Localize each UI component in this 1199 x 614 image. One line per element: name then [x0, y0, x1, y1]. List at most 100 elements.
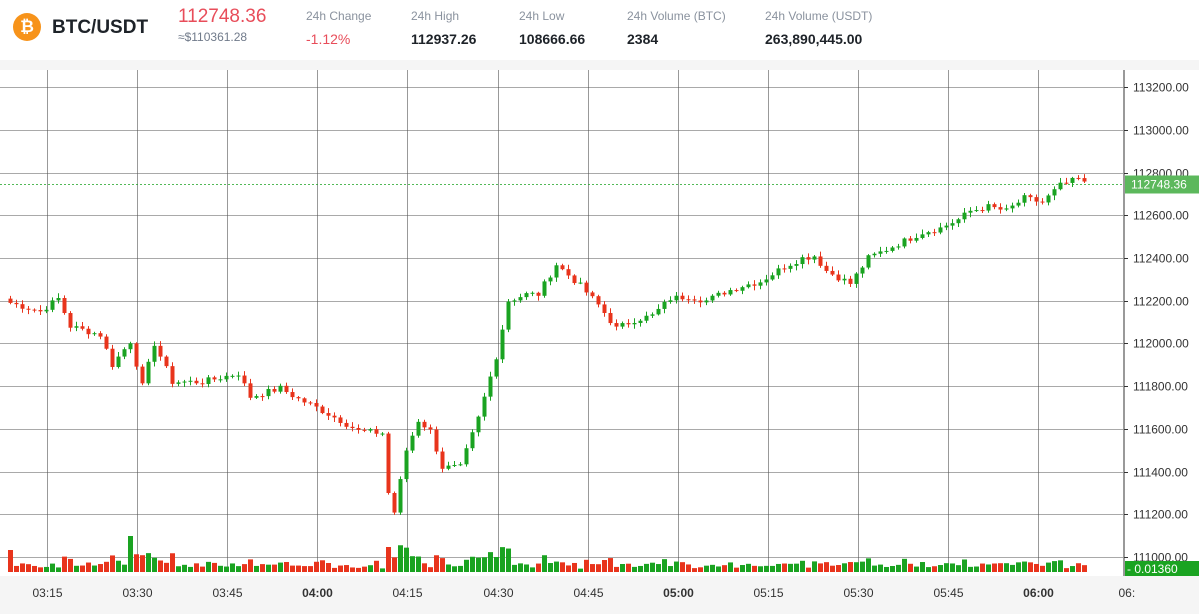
- volume-bar: [758, 566, 763, 572]
- candle-body: [338, 417, 343, 423]
- candle-body: [38, 310, 43, 312]
- candle-body: [320, 406, 325, 414]
- volume-bar: [872, 565, 877, 572]
- volume-bar: [62, 556, 67, 572]
- candles: [8, 174, 1087, 515]
- volume-bar: [656, 564, 661, 572]
- time-tick-label: 03:45: [212, 586, 242, 600]
- candle-body: [116, 356, 121, 367]
- candle-body: [80, 326, 85, 329]
- volume-bar: [806, 567, 811, 572]
- candle-body: [920, 234, 925, 238]
- candle-body: [218, 379, 223, 381]
- candle-body: [410, 435, 415, 451]
- candle-body: [230, 375, 235, 377]
- volume-bar: [908, 563, 913, 572]
- volume-bar: [224, 566, 229, 572]
- volume-bar: [914, 566, 919, 572]
- candle-body: [926, 232, 931, 235]
- stat-24h-volume-btc: 24h Volume (BTC) 2384: [627, 9, 726, 47]
- volume-bar: [962, 559, 967, 572]
- volume-bar: [680, 562, 685, 572]
- candle-body: [878, 251, 883, 254]
- header-divider: [0, 60, 1199, 70]
- candle-body: [602, 304, 607, 314]
- candle-body: [92, 333, 97, 335]
- candle-body: [452, 465, 457, 467]
- candle-body: [224, 375, 229, 380]
- candle-body: [596, 296, 601, 305]
- stat-value: 263,890,445.00: [765, 31, 863, 47]
- last-price: 112748.36: [178, 6, 267, 27]
- candle-body: [260, 396, 265, 398]
- candle-body: [500, 329, 505, 360]
- volume-bar: [386, 547, 391, 572]
- volume-bar: [692, 568, 697, 572]
- volume-bar: [104, 561, 109, 572]
- volume-bar: [206, 561, 211, 572]
- candlestick-chart[interactable]: 113200.00113000.00112800.00112600.001124…: [0, 70, 1199, 614]
- volume-bar: [128, 536, 133, 572]
- volume-bar: [812, 561, 817, 572]
- candle-body: [896, 246, 901, 248]
- volume-bar: [626, 563, 631, 572]
- volume-bar: [560, 562, 565, 572]
- candle-body: [686, 299, 691, 301]
- candle-body: [56, 297, 61, 301]
- volume-bar: [1028, 562, 1033, 572]
- volume-bar: [218, 565, 223, 572]
- candle-body: [32, 309, 37, 311]
- volume-bar: [38, 567, 43, 572]
- volume-bar: [878, 564, 883, 572]
- candle-body: [1040, 201, 1045, 203]
- candle-body: [1028, 195, 1033, 198]
- candle-body: [422, 421, 427, 428]
- volume-bar: [674, 561, 679, 572]
- candle-body: [578, 282, 583, 284]
- candle-body: [728, 290, 733, 295]
- volume-bar: [740, 565, 745, 572]
- volume-bar: [44, 566, 49, 572]
- volume-bar: [86, 562, 91, 572]
- candle-body: [476, 416, 481, 433]
- volume-bar: [494, 556, 499, 572]
- volume-bar: [440, 558, 445, 572]
- candle-body: [404, 450, 409, 480]
- candle-body: [380, 433, 385, 435]
- time-tick-label: 04:00: [302, 586, 333, 600]
- time-axis: 03:15 03:30 03:45 04:00 04:15 04:30 04:45 05:00…: [0, 576, 1199, 614]
- candle-body: [674, 295, 679, 301]
- candle-body: [530, 292, 535, 294]
- candle-body: [470, 432, 475, 449]
- candle-body: [662, 301, 667, 309]
- volume-bar: [116, 560, 121, 572]
- time-tick-label: 05:00: [663, 586, 694, 600]
- volume-bar: [1070, 566, 1075, 572]
- price-tick-label: 112000.00: [1133, 337, 1189, 351]
- volume-bar: [1058, 560, 1063, 572]
- pair-name[interactable]: BTC/USDT: [52, 17, 149, 38]
- volume-bar: [326, 563, 331, 572]
- volume-bar: [1082, 565, 1087, 572]
- volume-bar: [836, 565, 841, 572]
- volume-bar: [338, 565, 343, 572]
- candle-body: [98, 333, 103, 337]
- candle-body: [650, 314, 655, 316]
- volume-bar: [1034, 563, 1039, 572]
- volume-bar: [890, 565, 895, 572]
- candle-body: [128, 343, 133, 350]
- volume-bar: [458, 565, 463, 572]
- chart-grid: [0, 70, 1123, 572]
- volume-bar: [554, 561, 559, 572]
- candle-body: [344, 422, 349, 427]
- candle-body: [830, 270, 835, 275]
- volume-bar: [182, 564, 187, 572]
- volume-bar: [1052, 561, 1057, 572]
- price-tick-label: 113200.00: [1133, 81, 1189, 95]
- volume-bar: [542, 555, 547, 572]
- candle-body: [938, 227, 943, 233]
- volume-bar: [608, 558, 613, 572]
- volume-bar: [584, 559, 589, 572]
- volume-bar: [686, 564, 691, 572]
- candle-body: [782, 268, 787, 270]
